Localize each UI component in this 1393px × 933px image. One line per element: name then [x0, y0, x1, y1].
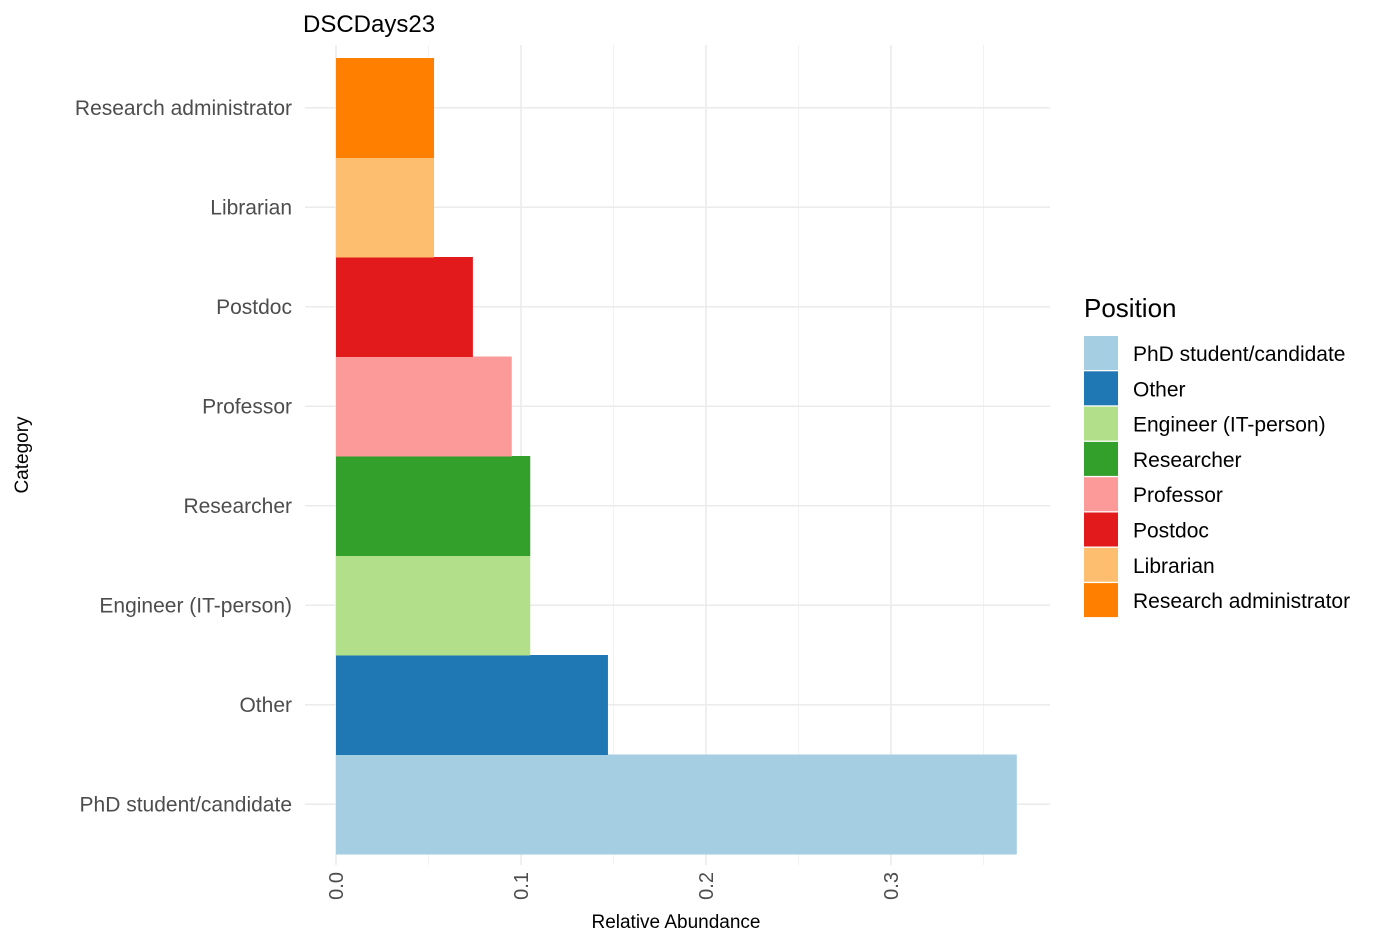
legend-swatch	[1084, 371, 1118, 406]
legend-swatch	[1084, 512, 1118, 547]
x-axis-title: Relative Abundance	[591, 912, 760, 933]
bar	[336, 555, 531, 656]
bar	[336, 157, 435, 258]
bars	[336, 58, 1017, 855]
chart-title: DSCDays23	[303, 11, 435, 38]
legend: Position PhD student/candidate Other Engin…	[1084, 293, 1350, 618]
bar	[336, 356, 512, 457]
legend-label: Research administrator	[1133, 590, 1350, 613]
legend-label: PhD student/candidate	[1133, 343, 1345, 366]
x-tick-label: 0.2	[696, 872, 718, 900]
legend-swatch	[1084, 477, 1118, 512]
legend-label: Postdoc	[1133, 520, 1209, 543]
x-tick-label: 0.1	[511, 872, 533, 900]
y-tick-label: Researcher	[183, 495, 292, 518]
legend-swatch	[1084, 547, 1118, 582]
bar	[336, 58, 435, 158]
legend-label: Professor	[1133, 484, 1223, 507]
legend-label: Researcher	[1133, 449, 1242, 472]
y-tick-labels: PhD student/candidate Other Engineer (IT-p…	[75, 97, 292, 817]
y-tick-label: PhD student/candidate	[80, 793, 292, 816]
legend-swatch	[1084, 406, 1118, 441]
x-tick-labels: 0.0 0.1 0.2 0.3	[326, 872, 903, 900]
bar	[336, 754, 1017, 855]
y-tick-label: Engineer (IT-person)	[99, 594, 292, 617]
y-tick-label: Postdoc	[216, 296, 292, 319]
x-tick-label: 0.3	[881, 872, 903, 900]
legend-items: PhD student/candidate Other Engineer (IT-p…	[1084, 336, 1350, 618]
legend-swatch	[1084, 441, 1118, 476]
legend-swatch	[1084, 336, 1118, 370]
y-tick-label: Librarian	[210, 196, 292, 219]
legend-title: Position	[1084, 293, 1177, 323]
y-tick-label: Professor	[202, 395, 292, 418]
legend-label: Other	[1133, 378, 1186, 401]
legend-label: Librarian	[1133, 555, 1215, 578]
y-tick-label: Research administrator	[75, 97, 292, 120]
y-axis-title: Category	[12, 416, 33, 494]
bar	[336, 655, 608, 755]
x-tick-label: 0.0	[326, 872, 348, 900]
bar	[336, 257, 473, 357]
legend-label: Engineer (IT-person)	[1133, 414, 1326, 437]
y-tick-label: Other	[239, 694, 292, 717]
bar	[336, 456, 531, 556]
legend-swatch	[1084, 583, 1118, 618]
